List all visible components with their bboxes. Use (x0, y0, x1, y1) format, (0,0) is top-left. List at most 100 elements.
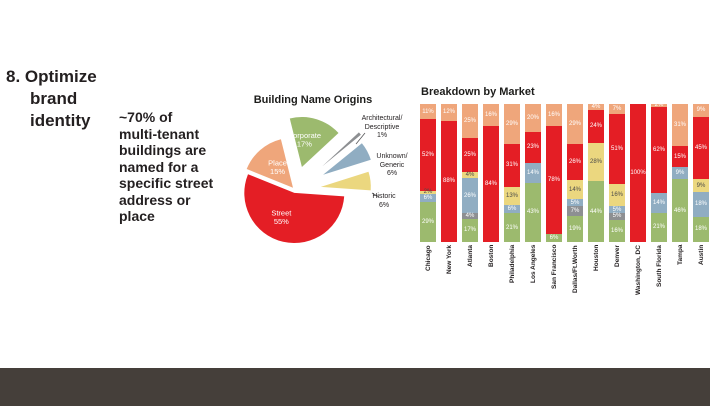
intro-line: multi-tenant (119, 125, 200, 142)
bar-segment-place: 16% (546, 104, 562, 127)
bar-segment-street: 88% (441, 120, 457, 242)
pie-slice-label: Street 55% (271, 208, 292, 226)
bar-segment-street: 62% (651, 106, 667, 194)
bar-segment-street: 52% (420, 119, 436, 191)
pie-figure: Building Name Origins Corporate 17% Street… (225, 88, 425, 258)
bar-column-houston: 44% 28% 24% 4% (588, 104, 604, 242)
bar-segment-unknown-generic: 18% (693, 191, 709, 217)
bar-segment-street: 51% (609, 113, 625, 185)
bar-segment-historic: 2% (420, 189, 436, 196)
bar-segment-label: 7% (570, 207, 580, 214)
bar-segment-label: 16% (547, 112, 560, 119)
bar-category-cell: Philadelphia (504, 245, 520, 305)
bar-segment-label: 17% (463, 227, 476, 234)
bar-category-cell: Houston (588, 245, 604, 305)
intro-line: named for a (119, 158, 199, 175)
bar-segment-place: 2% (651, 102, 667, 109)
callout-line: 6% (386, 170, 398, 177)
bar-segment-place: 31% (672, 104, 688, 147)
bar-segment-label: 100% (630, 170, 646, 176)
bar-segment-corporate: 21% (504, 213, 520, 242)
bar-segment-label: 21% (652, 224, 665, 231)
bar-category-cell: Chicago (420, 245, 436, 305)
bar-category-label: Washington, DC (634, 245, 642, 295)
bar-segment-corporate: 46% (672, 179, 688, 242)
bar-column-philadelphia: 21% 6% 13% 31% 29% (504, 104, 520, 242)
intro-line: specific street (119, 175, 214, 191)
bar-segment-corporate: 18% (693, 216, 709, 242)
bar-category-label: Dallas/Ft.Worth (571, 245, 579, 293)
bar-category-cell: Dallas/Ft.Worth (567, 245, 583, 305)
bar-segment-label: 45% (694, 144, 707, 151)
bar-segment-label: 2% (423, 189, 433, 196)
bar-segment-label: 24% (589, 123, 602, 130)
bar-segment-street: 25% (462, 138, 478, 173)
bar-segment-label: 28% (589, 158, 602, 165)
bar-segment-label: 9% (675, 170, 685, 176)
bar-segment-unknown-generic: 5% (609, 206, 625, 214)
bar-segment-label: 4% (465, 172, 475, 179)
bar-segment-unknown-generic: 9% (672, 166, 688, 180)
bar-column-dallas-ft-worth: 19% 7% 5% 14% 26% 29% (567, 104, 583, 242)
callout-line: Architectural/ (361, 115, 403, 122)
bar-segment-street: 24% (588, 109, 604, 143)
bar-category-label: Austin (697, 245, 705, 266)
bar-category-cell: Boston (483, 245, 499, 305)
callout-line: 6% (378, 201, 390, 209)
bar-segment-label: 46% (673, 207, 686, 214)
bar-segment-label: 21% (505, 224, 518, 231)
bar-segment-label: 15% (673, 153, 686, 160)
pie-slice-street (244, 174, 345, 244)
bar-segment-architectural-descriptive: 7% (567, 206, 583, 216)
bar-category-cell: South Florida (651, 245, 667, 305)
bar-column-washington-dc: 100% (630, 104, 646, 242)
pie-slice-corporate (289, 117, 339, 167)
bar-segment-street: 78% (546, 126, 562, 234)
footer-bar (0, 368, 710, 406)
bar-segment-place: 9% (693, 104, 709, 117)
bar-segment-label: 19% (568, 225, 581, 232)
bar-segment-label: 6% (507, 205, 517, 212)
bar-category-cell: Washington, DC (630, 245, 646, 305)
bar-segment-label: 6% (549, 234, 559, 241)
bar-chart: Breakdown by Market 29% 6% 2% 52% 11% 88% 12% 1… (420, 86, 709, 305)
pie-callout-architectural: Architectural/ Descriptive 1% (349, 115, 415, 141)
pie-slice-place (246, 139, 293, 188)
callout-line: Historic (372, 193, 396, 200)
bar-segment-street: 45% (693, 116, 709, 180)
bar-segment-place: 4% (588, 104, 604, 110)
bar-segment-historic: 28% (588, 142, 604, 182)
bar-plot: 29% 6% 2% 52% 11% 88% 12% 17% 4% 26% 4% 25% 25% 84% 16… (420, 102, 709, 242)
bar-segment-architectural-descriptive: 5% (609, 213, 625, 220)
bar-segment-label: 44% (589, 208, 602, 215)
bar-segment-corporate: 17% (462, 218, 478, 242)
bar-segment-label: 16% (610, 192, 623, 199)
bar-column-austin: 18% 18% 9% 45% 9% (693, 104, 709, 242)
bar-segment-corporate: 29% (420, 201, 436, 242)
bar-chart-title: Breakdown by Market (421, 86, 535, 98)
bar-segment-unknown-generic: 14% (651, 193, 667, 213)
bar-segment-label: 13% (505, 192, 518, 199)
bar-segment-label: 2% (654, 102, 664, 109)
pie-svg: Corporate 17% Street 55% Place 15% (244, 117, 380, 244)
bar-segment-label: 16% (484, 112, 497, 119)
bar-category-label: South Florida (655, 245, 663, 287)
pie-slice-historic (320, 171, 371, 191)
bar-column-los-angeles: 43% 14% 23% 20% (525, 104, 541, 242)
bar-segment-corporate: 19% (567, 215, 583, 242)
callout-line: Generic (379, 161, 405, 169)
bar-column-boston: 84% 16% (483, 104, 499, 242)
bar-column-san-francisco: 6% 78% 16% (546, 104, 562, 242)
bar-category-cell: San Francisco (546, 245, 562, 305)
bar-category-label: Philadelphia (508, 245, 516, 284)
bar-category-label: San Francisco (550, 245, 558, 290)
bar-category-label: Boston (487, 245, 495, 268)
bar-category-label: Chicago (424, 245, 432, 271)
bar-segment-historic: 9% (693, 179, 709, 192)
bar-segment-label: 31% (673, 122, 686, 129)
bar-segment-label: 20% (526, 114, 539, 121)
bar-segment-corporate: 44% (588, 181, 604, 242)
heading-line-1: 8. Optimize (6, 67, 97, 86)
bar-segment-historic: 14% (567, 179, 583, 200)
